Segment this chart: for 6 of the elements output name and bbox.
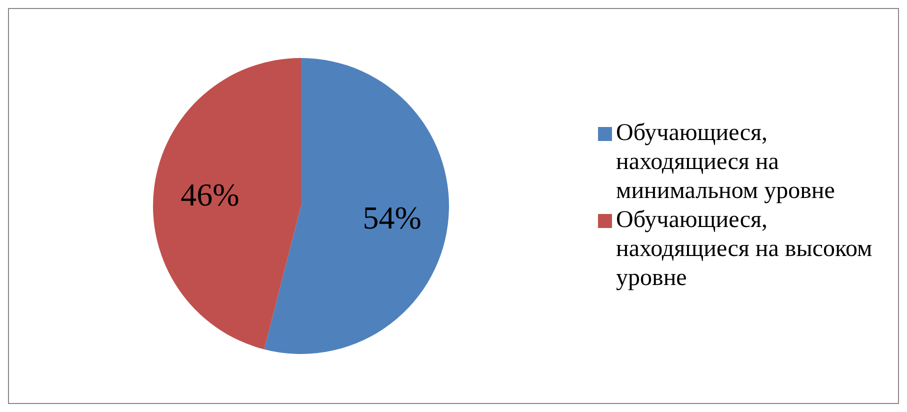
pie-slice	[264, 58, 449, 354]
data-label: 46%	[180, 176, 240, 212]
legend-label: Обучающиеся, находящиеся на высоком уровне	[616, 206, 874, 293]
data-label: 54%	[362, 200, 422, 236]
legend-label: Обучающиеся, находящиеся на минимальном уровне	[616, 119, 836, 206]
pie-slice	[153, 58, 301, 350]
